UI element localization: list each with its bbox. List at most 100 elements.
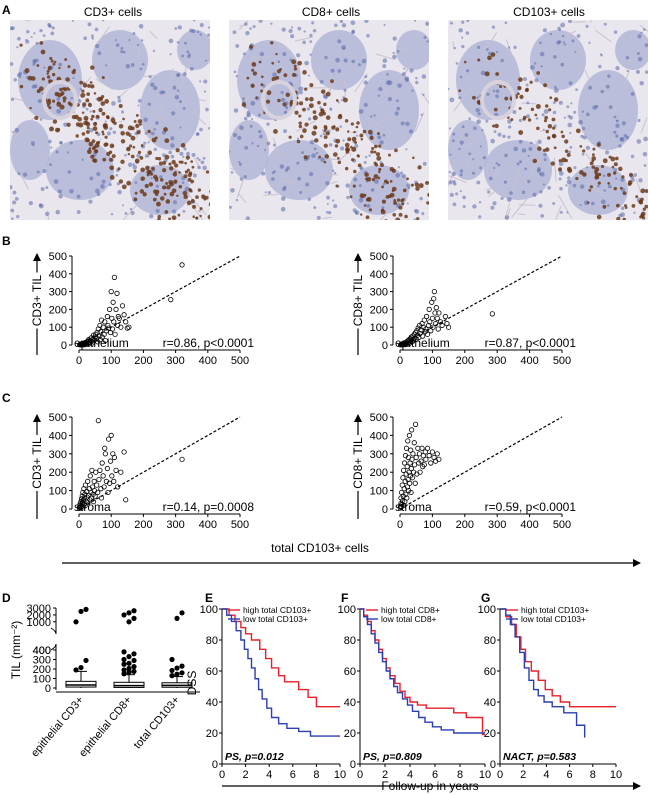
- nucleus: [37, 98, 42, 104]
- nucleus: [191, 152, 196, 158]
- nucleus: [114, 39, 118, 42]
- stained-cell: [415, 186, 420, 191]
- nucleus: [250, 117, 254, 121]
- nucleus: [605, 150, 610, 155]
- nucleus: [111, 101, 116, 106]
- stained-cell: [438, 193, 442, 197]
- nucleus: [181, 181, 185, 184]
- y-tick-label: 500: [49, 251, 67, 263]
- stroma-fibre: [209, 63, 210, 65]
- nucleus: [81, 158, 84, 161]
- nucleus: [405, 148, 408, 151]
- axis-break: [50, 627, 57, 651]
- scatter-point: [409, 456, 415, 462]
- stained-cell: [136, 130, 141, 135]
- stained-cell: [426, 201, 429, 205]
- nucleus: [95, 188, 100, 194]
- stained-cell: [337, 114, 343, 120]
- stained-cell: [313, 125, 318, 130]
- stained-cell: [40, 49, 46, 55]
- y-axis-label: CD8+ TIL: [351, 274, 365, 326]
- nucleus: [40, 187, 45, 191]
- stroma-fibre: [462, 137, 481, 148]
- y-label-bg: [351, 435, 365, 491]
- stained-cell: [365, 177, 369, 181]
- scatter-point: [421, 462, 427, 468]
- stained-cell: [323, 143, 328, 148]
- stroma-fibre: [272, 137, 280, 156]
- stained-cell: [145, 165, 150, 171]
- scatter-point: [436, 456, 442, 462]
- stained-cell: [225, 237, 230, 242]
- stained-cell: [594, 167, 600, 172]
- nucleus: [324, 55, 328, 60]
- nucleus: [304, 60, 309, 66]
- stained-cell: [157, 214, 162, 219]
- nucleus: [387, 96, 393, 102]
- stained-cell: [90, 117, 94, 121]
- nucleus: [413, 218, 417, 220]
- scatter-point: [98, 329, 104, 335]
- nucleus: [407, 186, 411, 190]
- stained-cell: [393, 198, 396, 202]
- stained-cell: [365, 197, 370, 202]
- nucleus: [596, 184, 600, 188]
- nucleus: [232, 30, 237, 35]
- nucleus: [473, 126, 477, 131]
- nucleus: [195, 132, 200, 137]
- stroma-fibre: [186, 191, 207, 216]
- outlier-point: [126, 619, 132, 625]
- nucleus: [305, 182, 310, 187]
- stained-cell: [225, 228, 229, 232]
- stained-cell: [82, 102, 87, 107]
- y-tick-label: 60: [206, 666, 218, 678]
- scatter-point: [116, 315, 122, 321]
- y-tick-label: 40: [484, 697, 496, 709]
- stroma-fibre: [453, 86, 472, 112]
- stained-cell: [553, 146, 557, 150]
- nucleus: [14, 196, 19, 201]
- nucleus: [198, 158, 201, 162]
- stained-cell: [19, 43, 23, 47]
- nucleus: [382, 182, 386, 186]
- nucleus: [90, 34, 94, 38]
- y-tick-label: 0: [350, 759, 356, 771]
- nucleus: [378, 86, 383, 92]
- stained-cell: [92, 158, 96, 163]
- stroma-fibre: [584, 69, 591, 81]
- stained-cell: [139, 189, 145, 194]
- stained-cell: [551, 117, 556, 122]
- nucleus: [199, 22, 204, 28]
- scatter-point: [102, 445, 108, 451]
- scatter-point: [109, 473, 115, 479]
- stained-cell: [391, 189, 395, 193]
- nucleus: [333, 204, 338, 209]
- nucleus: [419, 196, 423, 201]
- nucleus: [525, 114, 530, 119]
- stroma-fibre: [236, 173, 246, 199]
- nucleus: [637, 34, 642, 39]
- stroma-fibre: [322, 216, 333, 219]
- stained-cell: [97, 141, 101, 144]
- scatter-point: [100, 324, 106, 330]
- stained-cell: [349, 195, 353, 199]
- nucleus: [42, 169, 47, 174]
- nucleus: [244, 22, 248, 26]
- stained-cell: [163, 127, 168, 132]
- stroma-fibre: [190, 111, 207, 125]
- stained-cell: [293, 64, 297, 68]
- micrograph-cd8: [229, 20, 442, 220]
- nucleus: [619, 137, 625, 142]
- nucleus: [189, 67, 194, 71]
- nucleus: [358, 184, 362, 187]
- scatter-point: [423, 456, 429, 462]
- stroma-fibre: [508, 177, 518, 184]
- legend-label: low total CD103+: [521, 614, 586, 624]
- nucleus: [150, 82, 155, 88]
- nucleus: [468, 117, 472, 121]
- stained-cell: [416, 217, 420, 220]
- stained-cell: [543, 83, 548, 88]
- stained-cell: [351, 158, 355, 162]
- scatter-point: [111, 319, 117, 325]
- nucleus: [130, 63, 135, 67]
